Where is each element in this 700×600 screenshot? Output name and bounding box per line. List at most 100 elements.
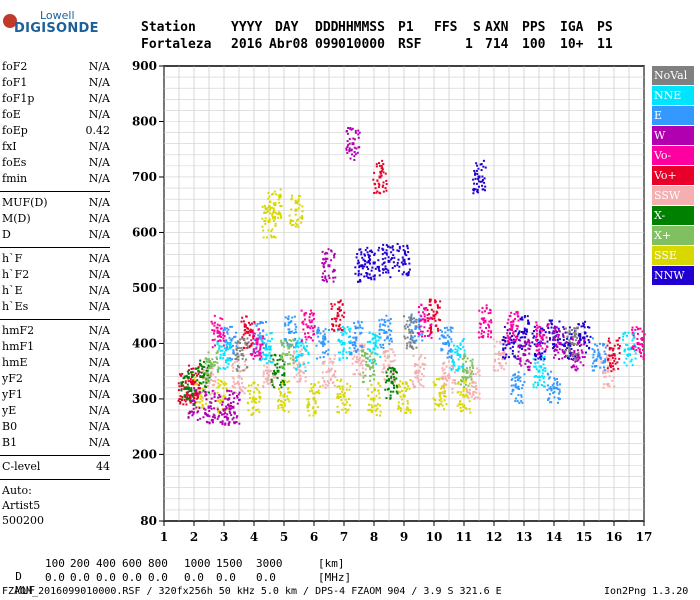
data-point-ssw — [606, 369, 610, 373]
echo-trace — [284, 339, 287, 342]
footer-d-unit: [km] — [318, 557, 345, 570]
param-value: N/A — [88, 436, 110, 449]
echo-trace — [533, 352, 536, 355]
echo-trace — [341, 303, 344, 306]
echo-trace — [374, 187, 377, 190]
echo-trace — [602, 370, 605, 373]
echo-trace — [433, 384, 436, 387]
echo-trace — [179, 402, 182, 405]
echo-trace — [276, 359, 279, 362]
echo-trace — [399, 409, 402, 412]
echo-trace — [609, 364, 612, 367]
echo-trace — [192, 396, 195, 399]
echo-trace — [444, 336, 447, 339]
echo-trace — [184, 375, 187, 378]
echo-trace — [507, 339, 510, 342]
echo-trace — [574, 335, 577, 338]
echo-trace — [626, 353, 629, 356]
echo-trace — [256, 388, 259, 391]
echo-trace — [299, 344, 302, 347]
echo-trace — [457, 365, 460, 368]
echo-trace — [227, 398, 230, 401]
echo-trace — [406, 274, 409, 277]
data-point-nne — [222, 353, 226, 357]
echo-trace — [435, 310, 438, 313]
echo-trace — [641, 345, 644, 348]
echo-trace — [389, 370, 392, 373]
echo-trace — [296, 363, 299, 366]
echo-trace — [483, 181, 486, 184]
data-point-vo — [483, 319, 487, 323]
echo-trace — [322, 362, 325, 365]
echo-trace — [288, 380, 291, 383]
echo-trace — [481, 336, 484, 339]
echo-trace — [312, 397, 315, 400]
echo-trace — [406, 342, 409, 345]
header-label: HHMMSS — [338, 20, 385, 35]
echo-trace — [427, 334, 430, 337]
echo-trace — [297, 353, 300, 356]
echo-trace — [357, 129, 360, 132]
echo-trace — [179, 400, 182, 403]
echo-trace — [461, 403, 464, 406]
param-separator — [0, 247, 110, 248]
echo-trace — [572, 353, 575, 356]
echo-trace — [244, 342, 247, 345]
echo-trace — [520, 395, 523, 398]
echo-trace — [298, 194, 301, 197]
echo-trace — [499, 342, 502, 345]
footer-muf-value: 0.0 — [184, 571, 204, 584]
echo-trace — [269, 340, 272, 343]
echo-trace — [469, 368, 472, 371]
echo-trace — [205, 367, 208, 370]
echo-trace — [270, 370, 273, 373]
data-point-x — [390, 380, 394, 384]
echo-trace — [252, 357, 255, 360]
echo-trace — [258, 322, 261, 325]
echo-trace — [369, 250, 372, 253]
echo-trace — [368, 331, 371, 334]
echo-trace — [382, 248, 385, 251]
echo-trace — [279, 390, 282, 393]
echo-trace — [348, 346, 351, 349]
echo-trace — [374, 183, 377, 186]
echo-trace — [408, 257, 411, 260]
echo-trace — [510, 341, 513, 344]
echo-trace — [237, 340, 240, 343]
echo-trace — [262, 370, 265, 373]
echo-trace — [309, 309, 312, 312]
echo-trace — [444, 343, 447, 346]
echo-trace — [264, 211, 267, 214]
echo-trace — [622, 338, 625, 341]
param-separator — [0, 191, 110, 192]
echo-trace — [400, 261, 403, 264]
echo-trace — [369, 341, 372, 344]
echo-trace — [479, 163, 482, 166]
digisonde-logo-icon — [3, 14, 17, 28]
data-point-e — [354, 336, 358, 340]
echo-trace — [355, 349, 358, 352]
echo-trace — [442, 372, 445, 375]
echo-trace — [604, 375, 607, 378]
echo-trace — [294, 337, 297, 340]
echo-trace — [290, 224, 293, 227]
echo-trace — [335, 320, 338, 323]
echo-trace — [318, 392, 321, 395]
echo-trace — [606, 354, 609, 357]
echo-trace — [437, 329, 440, 332]
echo-trace — [596, 355, 599, 358]
footer-muf-value: 0.0 — [148, 571, 168, 584]
echo-trace — [554, 354, 557, 357]
echo-trace — [593, 360, 596, 363]
echo-trace — [458, 403, 461, 406]
echo-trace — [295, 342, 298, 345]
echo-trace — [564, 327, 567, 330]
x-tick-label: 4 — [250, 530, 258, 544]
echo-trace — [346, 145, 349, 148]
echo-trace — [428, 327, 431, 330]
echo-trace — [527, 340, 530, 343]
echo-trace — [219, 327, 222, 330]
echo-trace — [474, 396, 477, 399]
echo-trace — [216, 342, 219, 345]
echo-trace — [322, 335, 325, 338]
